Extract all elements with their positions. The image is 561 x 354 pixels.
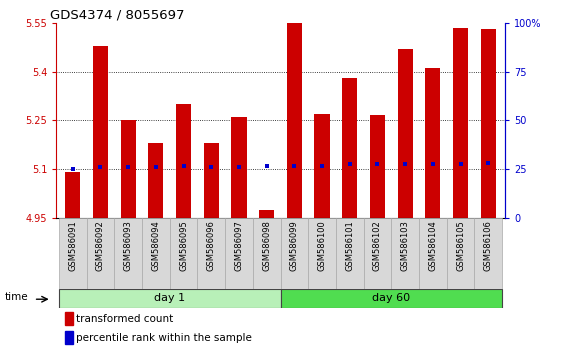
FancyBboxPatch shape	[308, 218, 336, 289]
Bar	[342, 78, 357, 218]
Text: GSM586106: GSM586106	[484, 220, 493, 271]
Text: percentile rank within the sample: percentile rank within the sample	[76, 333, 252, 343]
Text: GSM586091: GSM586091	[68, 220, 77, 270]
Text: GSM586095: GSM586095	[179, 220, 188, 270]
Bar	[204, 143, 219, 218]
Bar	[370, 115, 385, 218]
Bar	[65, 312, 73, 325]
Text: GSM586101: GSM586101	[345, 220, 354, 270]
FancyBboxPatch shape	[447, 218, 475, 289]
FancyBboxPatch shape	[392, 218, 419, 289]
Text: GDS4374 / 8055697: GDS4374 / 8055697	[50, 9, 185, 22]
Bar	[231, 117, 247, 218]
Text: GSM586102: GSM586102	[373, 220, 382, 270]
Text: GSM586098: GSM586098	[262, 220, 271, 271]
Text: GSM586100: GSM586100	[318, 220, 327, 270]
Text: GSM586092: GSM586092	[96, 220, 105, 270]
FancyBboxPatch shape	[280, 289, 502, 308]
Text: GSM586104: GSM586104	[429, 220, 438, 270]
FancyBboxPatch shape	[419, 218, 447, 289]
Text: day 1: day 1	[154, 293, 185, 303]
Bar	[314, 114, 330, 218]
Text: transformed count: transformed count	[76, 314, 173, 324]
FancyBboxPatch shape	[59, 289, 280, 308]
Bar	[65, 172, 80, 218]
FancyBboxPatch shape	[225, 218, 253, 289]
Text: time: time	[4, 292, 28, 302]
FancyBboxPatch shape	[475, 218, 502, 289]
Text: GSM586103: GSM586103	[401, 220, 410, 271]
Text: GSM586097: GSM586097	[234, 220, 243, 271]
FancyBboxPatch shape	[142, 218, 169, 289]
FancyBboxPatch shape	[169, 218, 197, 289]
Bar	[121, 120, 136, 218]
FancyBboxPatch shape	[86, 218, 114, 289]
Bar	[481, 29, 496, 218]
FancyBboxPatch shape	[336, 218, 364, 289]
FancyBboxPatch shape	[197, 218, 225, 289]
Text: GSM586105: GSM586105	[456, 220, 465, 270]
Text: GSM586093: GSM586093	[123, 220, 132, 271]
FancyBboxPatch shape	[364, 218, 392, 289]
Bar	[259, 210, 274, 218]
FancyBboxPatch shape	[253, 218, 280, 289]
Bar	[287, 23, 302, 218]
Text: GSM586094: GSM586094	[151, 220, 160, 270]
Bar	[398, 49, 413, 218]
Bar	[65, 331, 73, 344]
FancyBboxPatch shape	[114, 218, 142, 289]
FancyBboxPatch shape	[59, 218, 86, 289]
Bar	[425, 68, 440, 218]
FancyBboxPatch shape	[280, 218, 308, 289]
Bar	[148, 143, 163, 218]
Bar	[93, 46, 108, 218]
Text: day 60: day 60	[373, 293, 411, 303]
Bar	[453, 28, 468, 218]
Bar	[176, 104, 191, 218]
Text: GSM586096: GSM586096	[207, 220, 216, 271]
Text: GSM586099: GSM586099	[290, 220, 299, 270]
